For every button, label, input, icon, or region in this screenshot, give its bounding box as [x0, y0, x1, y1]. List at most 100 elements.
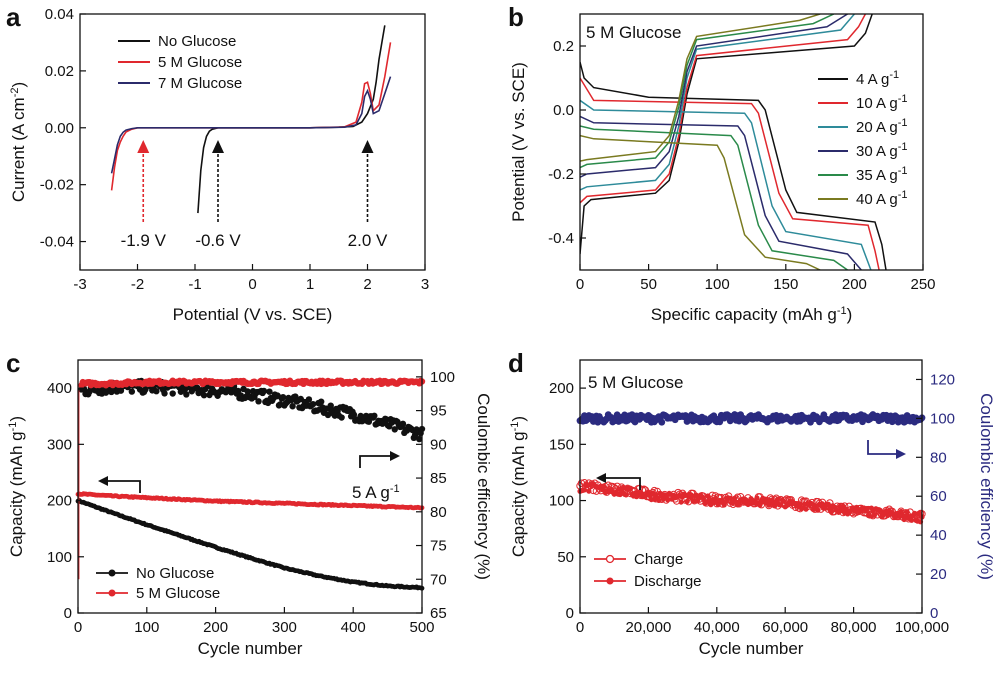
panel-c-data-point [260, 387, 268, 395]
panel-c-data-point [327, 402, 334, 409]
panel-d-discharge-point [688, 492, 695, 498]
panel-c-legend-label: 5 M Glucose [136, 585, 220, 602]
panel-b-charge-curve [580, 14, 873, 255]
panel-a-annotation-label: -1.9 V [121, 231, 167, 250]
panel-d-discharge-point [700, 495, 707, 502]
panel-c-y2-axis-title: Coulombic efficiency (%) [474, 393, 493, 580]
panel-c-data-point [399, 420, 407, 428]
panel-d-discharge-point [601, 483, 607, 489]
panel-c-data-point [266, 388, 273, 395]
panel-c-right-ytick-label: 70 [430, 571, 447, 588]
panel-c-data-point [183, 391, 190, 398]
panel-c-data-point [338, 414, 345, 421]
panel-c-right-ytick-label: 100 [430, 369, 455, 386]
panel-b-legend-label: 35 A g-1 [856, 165, 908, 184]
panel-b-ytick-label: 0.2 [553, 38, 574, 55]
panel-a-xtick-label: 2 [363, 276, 371, 293]
panel-b-discharge-curve [580, 125, 848, 270]
panel-a-series-line [110, 76, 392, 174]
panel-c-data-point [169, 390, 176, 397]
panel-c-right-ytick-label: 90 [430, 436, 447, 453]
panel-d-y2-axis-title: Coulombic efficiency (%) [977, 393, 996, 580]
panel-c-right-ytick-label: 75 [430, 538, 447, 555]
panel-d-discharge-point [797, 501, 803, 507]
panel-c-xtick-label: 100 [134, 619, 159, 636]
panel-b-charge-curve [580, 14, 835, 169]
panel-c-data-point [391, 426, 398, 433]
panel-c-left-arrow-head [98, 476, 108, 486]
panel-b-x-axis-title: Specific capacity (mAh g-1) [651, 305, 853, 324]
panel-d-right-ytick-label: 120 [930, 371, 955, 388]
panel-c-right-ytick-label: 85 [430, 470, 447, 487]
panel-d-discharge-point [627, 485, 634, 491]
panel-d-discharge-point [843, 506, 849, 512]
panel-c-xtick-label: 300 [272, 619, 297, 636]
panel-d-legend-label: Discharge [634, 573, 702, 590]
panel-b-legend-label: 30 A g-1 [856, 141, 908, 160]
panel-letter-b: b [508, 2, 524, 32]
panel-a-legend-label: 5 M Glucose [158, 54, 242, 71]
panel-d-discharge-point [815, 507, 821, 513]
panel-d-ytick-label: 150 [549, 436, 574, 453]
panel-d-discharge-point [772, 503, 778, 509]
panel-c-xtick-label: 400 [341, 619, 366, 636]
panel-c-right-arrow-head [390, 451, 400, 461]
panel-d-right-ytick-label: 20 [930, 566, 947, 583]
panel-c-data-point [371, 412, 378, 419]
panel-d-discharge-point [803, 506, 809, 512]
panel-d-discharge-point [778, 502, 784, 508]
panel-a-y-axis-title: Current (A cm-2) [9, 82, 28, 202]
panel-d-xtick-label: 80,000 [831, 619, 877, 636]
panel-d-frame [579, 359, 923, 614]
panel-b-xtick-label: 0 [576, 276, 584, 293]
panel-a-xtick-label: 3 [421, 276, 429, 293]
panel-b-title: 5 M Glucose [586, 23, 681, 42]
panel-letter-d: d [508, 348, 524, 378]
panel-c-data-point [161, 390, 168, 397]
panel-b-ytick-label: 0.0 [553, 102, 574, 119]
panel-b-legend-label: 20 A g-1 [856, 117, 908, 136]
panel-a-ytick-label: 0.04 [45, 6, 74, 23]
panel-c-data-point [244, 388, 251, 395]
panel-c-right-arrow [359, 455, 396, 468]
panel-c-data-point [317, 398, 325, 405]
panel-d-discharge-point [665, 497, 671, 503]
panel-d-discharge-point [904, 509, 910, 515]
panel-c: c 0 100 200 300 400 500 0 100 200 300 400 65 70 75 80 85… [6, 348, 493, 658]
panel-b-frame [579, 13, 924, 271]
panel-d-right-ytick-label: 100 [930, 410, 955, 427]
panel-b-ytick-label: -0.4 [548, 230, 574, 247]
panel-c-ytick-label: 100 [47, 549, 72, 566]
panel-c-legend-marker [108, 569, 116, 577]
panel-d-discharge-point [911, 510, 918, 516]
panel-a-annotation-arrow-head [361, 140, 374, 153]
panel-d-discharge-point [620, 485, 626, 491]
panel-c-right-ytick-label: 80 [430, 504, 447, 521]
panel-a-xtick-label: 0 [248, 276, 256, 293]
panel-d-legend-marker [606, 577, 614, 585]
panel-a-annotation-label: -0.6 V [195, 231, 241, 250]
panel-c-y-axis-title: Capacity (mAh g-1) [7, 416, 26, 557]
panel-c-data-point [305, 396, 313, 403]
panel-b-xtick-label: 200 [842, 276, 867, 293]
panel-d-right-ytick-label: 0 [930, 605, 938, 622]
panel-b-charge-curve [580, 14, 855, 191]
panel-d-discharge-point [758, 499, 765, 505]
panel-d-discharge-point [684, 498, 690, 505]
panel-b-charge-curve [580, 14, 848, 178]
panel-d-left-arrow [600, 477, 641, 490]
panel-d-discharge-point [769, 497, 775, 503]
panel-c-data-point [309, 400, 317, 408]
panel-d-discharge-point [871, 512, 878, 518]
panel-b-discharge-curve [580, 99, 872, 270]
panel-a-series-line [110, 42, 392, 191]
panel-c-data-point [416, 435, 423, 443]
panel-b-discharge-curve [580, 134, 821, 270]
panel-d-discharge-point [775, 496, 781, 502]
panel-d-xtick-label: 60,000 [762, 619, 808, 636]
panel-d-ytick-label: 200 [549, 380, 574, 397]
panel-d-ce-point [658, 418, 666, 426]
panel-c-ytick-label: 300 [47, 436, 72, 453]
panel-c-ytick-label: 200 [47, 493, 72, 510]
panel-d-discharge-point [828, 509, 834, 515]
